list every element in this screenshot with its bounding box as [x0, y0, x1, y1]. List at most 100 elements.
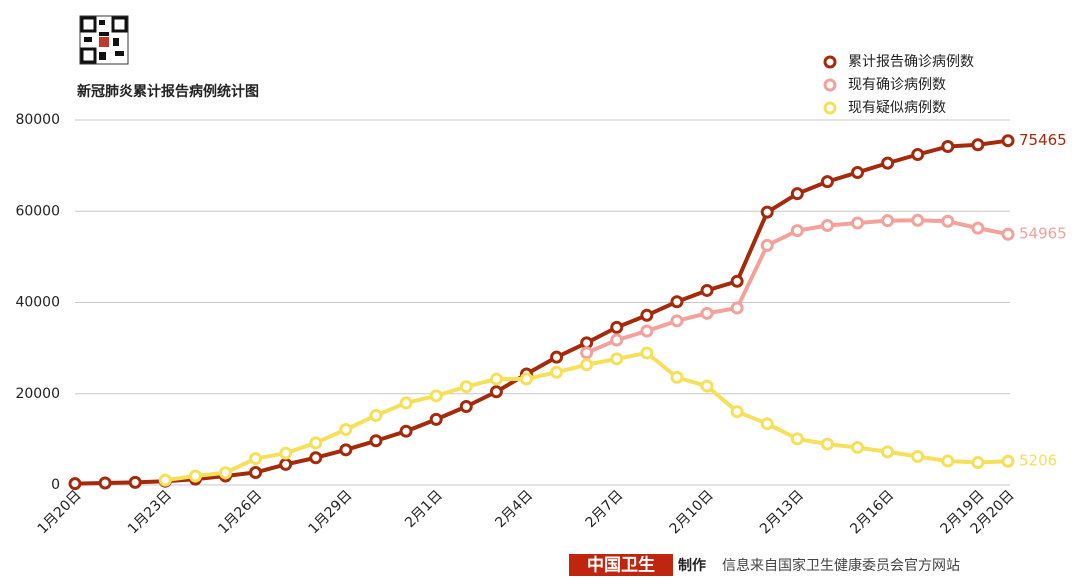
point	[790, 432, 804, 446]
x-tick-label: 1月20日	[35, 487, 85, 537]
end-label: 5206	[1019, 452, 1057, 470]
point	[1001, 134, 1015, 148]
point	[128, 475, 142, 489]
point	[489, 385, 503, 399]
point	[760, 238, 774, 252]
point	[790, 187, 804, 201]
point	[550, 350, 564, 364]
legend-marker	[823, 101, 837, 115]
point	[881, 156, 895, 170]
x-tick-label: 2月1日	[402, 487, 446, 531]
point	[399, 396, 413, 410]
point	[941, 214, 955, 228]
point	[218, 466, 232, 480]
point	[640, 324, 654, 338]
point	[941, 140, 955, 154]
y-tick-label: 40000	[15, 295, 60, 311]
point	[851, 165, 865, 179]
point	[790, 224, 804, 238]
point	[670, 370, 684, 384]
footer-source: 信息来自国家卫生健康委员会官方网站	[722, 557, 960, 574]
point	[911, 213, 925, 227]
footer-brand: 中国卫生	[587, 555, 655, 576]
point	[1001, 454, 1015, 468]
point	[610, 333, 624, 347]
point	[369, 434, 383, 448]
point	[820, 437, 834, 451]
point	[369, 408, 383, 422]
point	[670, 295, 684, 309]
legend-label: 累计报告确诊病例数	[848, 54, 974, 70]
point	[881, 214, 895, 228]
point	[309, 436, 323, 450]
point	[610, 352, 624, 366]
point	[820, 219, 834, 233]
point	[640, 308, 654, 322]
end-label: 54965	[1019, 225, 1067, 243]
point	[249, 452, 263, 466]
point	[279, 457, 293, 471]
point	[580, 346, 594, 360]
point	[820, 175, 834, 189]
point	[429, 389, 443, 403]
point	[700, 379, 714, 393]
point	[971, 138, 985, 152]
point	[851, 440, 865, 454]
x-tick-label: 1月26日	[215, 487, 265, 537]
point	[730, 301, 744, 315]
point	[760, 205, 774, 219]
point	[309, 451, 323, 465]
point	[429, 412, 443, 426]
point	[971, 456, 985, 470]
end-label: 75465	[1019, 131, 1067, 149]
point	[610, 320, 624, 334]
point	[158, 473, 172, 487]
point	[489, 372, 503, 386]
x-tick-label: 2月10日	[667, 487, 717, 537]
point	[459, 380, 473, 394]
legend-marker	[823, 55, 837, 69]
point	[339, 443, 353, 457]
point	[68, 477, 82, 491]
x-tick-label: 2月16日	[847, 487, 897, 537]
point	[730, 274, 744, 288]
x-tick-label: 1月23日	[125, 487, 175, 537]
point	[700, 283, 714, 297]
point	[249, 465, 263, 479]
point	[1001, 227, 1015, 241]
point	[459, 400, 473, 414]
point	[941, 454, 955, 468]
point	[580, 358, 594, 372]
point	[399, 424, 413, 438]
point	[279, 446, 293, 460]
footer-made: 制作	[678, 557, 706, 574]
legend-marker	[823, 78, 837, 92]
y-tick-label: 60000	[15, 203, 60, 219]
series-line	[74, 138, 1009, 486]
point	[519, 372, 533, 386]
point	[550, 365, 564, 379]
point	[911, 450, 925, 464]
y-tick-label: 20000	[15, 386, 60, 402]
point	[640, 346, 654, 360]
point	[851, 216, 865, 230]
chart-title: 新冠肺炎累计报告病例统计图	[77, 83, 259, 100]
point	[98, 476, 112, 490]
qr-code	[79, 15, 129, 65]
x-tick-label: 2月4日	[492, 487, 536, 531]
legend-label: 现有疑似病例数	[848, 100, 946, 116]
x-tick-label: 2月13日	[757, 487, 807, 537]
x-tick-label: 1月29日	[306, 487, 356, 537]
x-tick-label: 2月7日	[583, 487, 627, 531]
point	[971, 221, 985, 235]
point	[188, 469, 202, 483]
point	[911, 148, 925, 162]
point	[881, 445, 895, 459]
point	[339, 422, 353, 436]
point	[730, 405, 744, 419]
y-tick-label: 0	[51, 477, 60, 493]
point	[700, 306, 714, 320]
point	[670, 314, 684, 328]
